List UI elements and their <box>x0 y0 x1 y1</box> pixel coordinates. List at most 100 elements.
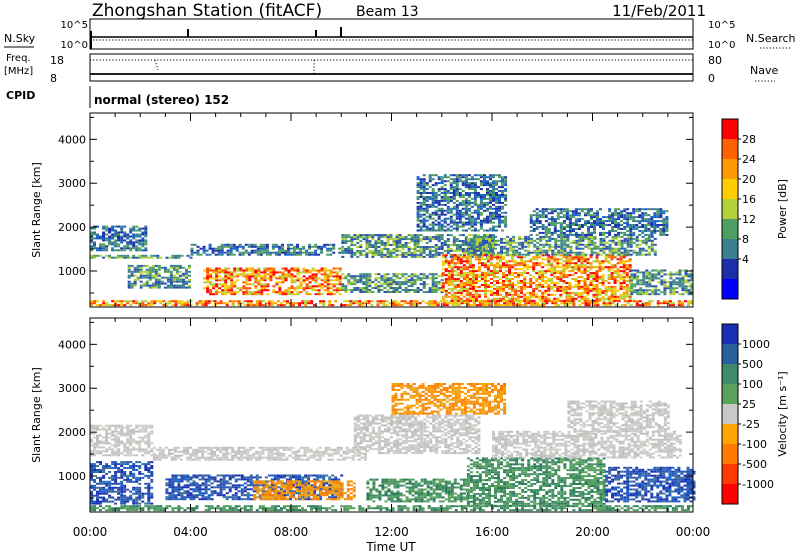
power-cell <box>474 289 478 292</box>
power-cell <box>635 226 639 228</box>
power-cell <box>504 215 508 218</box>
power-cell <box>154 282 158 285</box>
power-cell <box>497 251 500 254</box>
power-cell <box>622 256 626 259</box>
power-cell <box>569 241 573 244</box>
power-cell <box>662 231 666 234</box>
power-cell <box>524 239 528 242</box>
power-cell <box>475 249 479 252</box>
power-cell <box>671 304 675 307</box>
power-cell <box>610 293 614 296</box>
power-cell <box>687 279 691 282</box>
power-cell <box>93 241 96 244</box>
power-cell <box>562 282 566 284</box>
power-cell <box>446 207 450 210</box>
velocity-cell <box>90 452 93 455</box>
power-cell <box>544 291 548 294</box>
power-cell <box>398 281 402 284</box>
power-cell <box>610 278 614 280</box>
power-cell <box>102 247 106 250</box>
power-cell <box>587 239 591 242</box>
power-cell <box>398 246 402 248</box>
power-cell <box>474 280 478 282</box>
power-cell <box>440 244 444 246</box>
power-cell <box>401 253 405 256</box>
power-cell <box>284 273 288 276</box>
power-cell <box>462 260 466 263</box>
power-cell <box>681 275 685 278</box>
power-cell <box>614 235 618 238</box>
power-cell <box>527 243 531 246</box>
power-cell <box>356 234 360 237</box>
power-cell <box>431 201 435 204</box>
power-cell <box>265 247 269 250</box>
power-cell <box>642 275 646 278</box>
power-cell <box>638 214 642 217</box>
power-cell <box>553 270 557 273</box>
power-cell <box>577 291 581 294</box>
power-cell <box>559 208 563 211</box>
power-cell <box>443 203 447 206</box>
power-cell <box>159 256 163 259</box>
power-cell <box>602 239 606 242</box>
power-cell <box>308 247 312 250</box>
power-cell <box>483 234 486 237</box>
power-cell <box>459 276 463 279</box>
power-cell <box>663 269 667 272</box>
power-cell <box>604 260 608 263</box>
power-cell <box>475 239 479 242</box>
power-cell <box>130 274 134 277</box>
power-cell <box>386 255 390 258</box>
power-cell <box>224 281 228 284</box>
power-cell <box>595 291 599 294</box>
power-cell <box>449 217 453 220</box>
power-data-cells <box>90 174 694 307</box>
power-cell <box>608 239 612 242</box>
power-cell <box>466 241 470 244</box>
power-cell <box>626 243 630 246</box>
power-cell <box>556 233 560 236</box>
power-cell <box>257 271 261 274</box>
power-cell <box>495 197 498 200</box>
power-cell <box>145 274 149 277</box>
power-cell <box>635 210 639 213</box>
power-cell <box>547 280 551 282</box>
power-cell <box>262 245 266 248</box>
power-cell <box>371 253 375 256</box>
power-cell <box>267 304 271 307</box>
power-cell <box>353 238 357 241</box>
power-cell <box>523 282 527 284</box>
power-cell <box>139 280 143 283</box>
power-cell <box>323 275 327 278</box>
power-cell <box>455 240 459 243</box>
power-cell <box>239 267 243 270</box>
power-cell <box>584 208 587 211</box>
power-cell <box>517 262 521 265</box>
power-cell <box>440 196 444 198</box>
power-cell <box>492 221 495 224</box>
power-cell <box>599 243 603 246</box>
power-cell <box>506 249 510 252</box>
power-cell <box>269 277 273 280</box>
power-cell <box>448 302 452 305</box>
power-cell <box>356 279 360 282</box>
power-cell <box>449 207 453 210</box>
power-cell <box>544 233 548 236</box>
power-cell <box>496 272 499 275</box>
power-cell <box>607 287 611 290</box>
power-cell <box>470 201 474 204</box>
power-cell <box>465 272 469 275</box>
power-cell <box>206 277 210 280</box>
power-cell <box>225 302 229 305</box>
power-cell <box>394 302 398 305</box>
power-cell <box>562 260 566 263</box>
power-cell <box>392 291 396 293</box>
power-cell <box>464 213 468 216</box>
power-cell <box>504 223 508 226</box>
power-cell <box>419 227 423 230</box>
power-cell <box>425 225 429 228</box>
power-cell <box>569 251 573 254</box>
power-cell <box>386 291 390 293</box>
power-cell <box>479 174 483 177</box>
power-cell <box>478 241 482 244</box>
